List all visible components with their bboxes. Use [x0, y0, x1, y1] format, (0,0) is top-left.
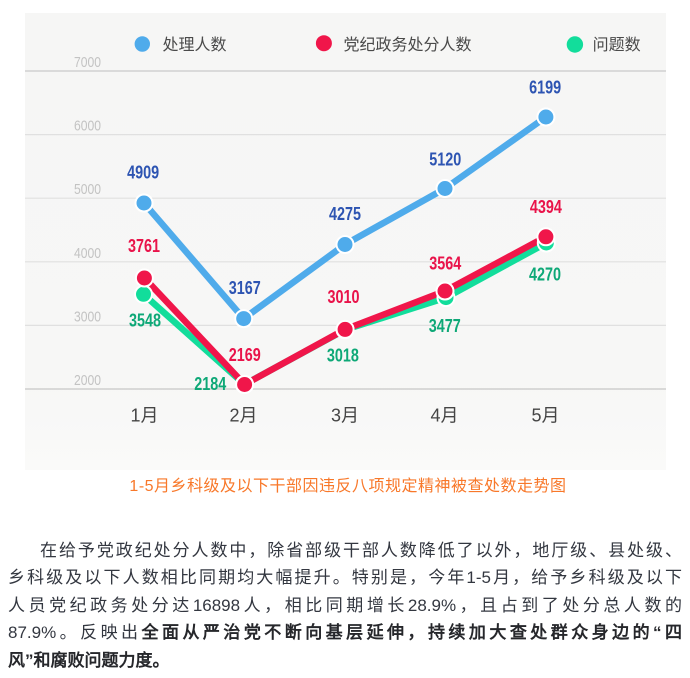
svg-text:2169: 2169 — [229, 345, 261, 365]
svg-text:4909: 4909 — [127, 162, 159, 182]
svg-text:处理人数: 处理人数 — [163, 36, 227, 54]
svg-text:4270: 4270 — [529, 265, 561, 285]
svg-text:5120: 5120 — [429, 149, 461, 169]
svg-text:4月: 4月 — [430, 406, 458, 426]
svg-text:党纪政务处分人数: 党纪政务处分人数 — [344, 36, 472, 54]
svg-text:3月: 3月 — [331, 406, 359, 426]
svg-text:4394: 4394 — [530, 197, 562, 217]
svg-text:5000: 5000 — [74, 181, 101, 198]
svg-text:3000: 3000 — [74, 308, 101, 325]
svg-text:4000: 4000 — [74, 245, 101, 262]
svg-text:2000: 2000 — [74, 372, 101, 389]
svg-text:2184: 2184 — [194, 374, 226, 394]
svg-text:5月: 5月 — [531, 406, 559, 426]
svg-text:3564: 3564 — [429, 254, 461, 274]
svg-text:3477: 3477 — [429, 316, 461, 336]
svg-text:2月: 2月 — [229, 406, 257, 426]
svg-text:3548: 3548 — [129, 311, 161, 331]
svg-text:4275: 4275 — [329, 204, 361, 224]
svg-text:3018: 3018 — [327, 346, 359, 366]
svg-text:3167: 3167 — [229, 278, 261, 298]
svg-text:7000: 7000 — [74, 54, 101, 71]
svg-text:3761: 3761 — [128, 236, 160, 256]
svg-text:6199: 6199 — [529, 78, 561, 98]
svg-text:1月: 1月 — [130, 406, 158, 426]
svg-text:问题数: 问题数 — [593, 36, 641, 54]
svg-text:3010: 3010 — [328, 287, 360, 307]
svg-text:6000: 6000 — [74, 118, 101, 135]
